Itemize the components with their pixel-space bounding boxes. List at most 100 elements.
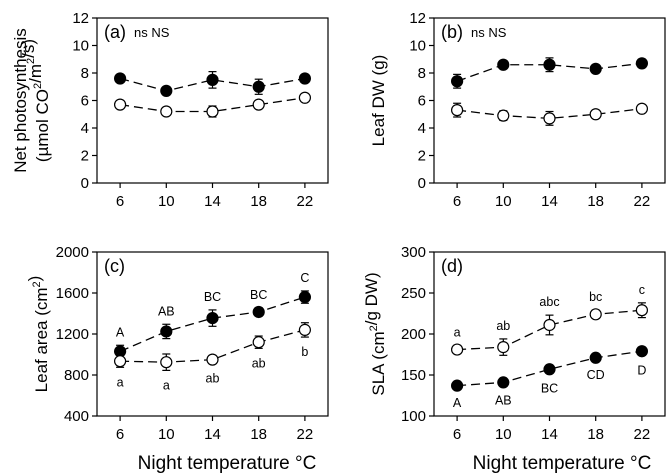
group-letter-label: ab xyxy=(206,372,220,386)
y-tick-label: 6 xyxy=(418,93,426,110)
x-tick-label: 22 xyxy=(297,426,314,443)
group-letter-label: b xyxy=(301,345,308,359)
panel-a: 0 2 4 6 8 10 12 6 10 14 18 22 Net photosynthesis (µmo… xyxy=(11,10,329,210)
filled-data-point xyxy=(252,305,265,319)
open-data-point xyxy=(497,109,510,122)
y-tick-label: 200 xyxy=(401,326,426,343)
plot-frame xyxy=(96,251,329,417)
x-tick-label: 18 xyxy=(250,426,267,443)
x-tick-label: 14 xyxy=(204,193,221,210)
group-letter-label: a xyxy=(163,378,170,392)
open-data-point xyxy=(543,112,556,125)
panel-label: (a) xyxy=(104,22,126,42)
y-tick-label: 8 xyxy=(418,65,426,82)
open-data-point xyxy=(635,102,649,115)
x-tick-label: 6 xyxy=(453,193,461,210)
x-axis-label-left: Night temperature °C xyxy=(138,453,317,473)
filled-series-line xyxy=(457,350,642,387)
y-tick-label: 800 xyxy=(64,367,89,384)
x-tick-label: 6 xyxy=(116,426,124,443)
filled-data-point xyxy=(298,291,311,304)
group-letter-label: D xyxy=(637,363,646,377)
x-tick-label: 14 xyxy=(204,426,221,443)
filled-data-point xyxy=(543,363,556,376)
filled-data-point xyxy=(589,62,602,75)
panel-d: 100 150 200 250 300 6 10 14 18 22 SLA (cm2/g DW) (d… xyxy=(362,244,666,443)
open-data-point xyxy=(298,323,311,336)
group-letter-label: BC xyxy=(541,381,558,395)
plot-frame xyxy=(96,17,329,184)
panel-b: 0 2 4 6 8 10 12 6 10 14 18 22 Leaf DW (g) (b) ns NS xyxy=(369,10,666,210)
group-letter-label: BC xyxy=(204,290,221,304)
group-letter-label: abc xyxy=(539,295,559,309)
x-tick-label: 6 xyxy=(116,193,124,210)
open-data-point xyxy=(451,104,464,117)
group-letter-label: ab xyxy=(496,319,510,333)
group-letter-label: C xyxy=(300,271,309,285)
group-letter-label: BC xyxy=(250,288,267,302)
y-axis-label: Net photosynthesis xyxy=(11,28,30,173)
open-data-point xyxy=(113,98,127,111)
group-letter-label: AB xyxy=(495,394,512,408)
x-tick-label: 22 xyxy=(297,193,314,210)
filled-data-point xyxy=(497,58,510,71)
x-tick-label: 10 xyxy=(158,426,175,443)
filled-data-point xyxy=(206,312,219,325)
y-tick-label: 8 xyxy=(81,65,89,82)
filled-data-point xyxy=(252,80,265,93)
open-data-point xyxy=(206,105,219,118)
group-letter-label: CD xyxy=(587,368,605,382)
y-tick-label: 2 xyxy=(81,148,89,165)
y-tick-label: 250 xyxy=(401,285,426,302)
filled-data-point xyxy=(298,72,311,85)
x-tick-label: 14 xyxy=(541,193,558,210)
y-tick-label: 300 xyxy=(401,244,426,261)
group-letter-label: a xyxy=(117,375,124,389)
open-series-line xyxy=(457,309,642,351)
x-tick-label: 22 xyxy=(634,426,651,443)
x-tick-label: 18 xyxy=(587,193,604,210)
filled-data-point xyxy=(160,84,173,97)
filled-data-point xyxy=(543,58,556,71)
y-tick-label: 150 xyxy=(401,367,426,384)
open-data-point xyxy=(252,98,265,111)
group-letter-label: A xyxy=(116,325,125,339)
open-data-point xyxy=(160,105,173,118)
y-tick-label: 4 xyxy=(418,120,426,137)
panel-label: (d) xyxy=(441,256,463,276)
y-tick-label: 400 xyxy=(64,408,89,425)
x-axis-label-right: Night temperature °C xyxy=(473,453,652,473)
panel-label: (c) xyxy=(104,256,125,276)
x-tick-label: 6 xyxy=(453,426,461,443)
y-tick-label: 6 xyxy=(81,93,89,110)
filled-data-point xyxy=(451,379,464,392)
group-letter-label: a xyxy=(454,325,461,339)
open-data-point xyxy=(589,308,602,321)
y-tick-label: 1200 xyxy=(56,326,89,343)
x-tick-label: 10 xyxy=(158,193,175,210)
group-letter-label: AB xyxy=(158,304,175,318)
group-letter-label: ab xyxy=(252,356,266,370)
x-tick-label: 10 xyxy=(495,193,512,210)
y-tick-label: 10 xyxy=(409,38,426,55)
group-letter-label: bc xyxy=(589,290,602,304)
open-data-point xyxy=(451,343,464,356)
y-tick-label: 2 xyxy=(418,148,426,165)
plot-frame xyxy=(433,17,666,184)
y-tick-label: 2000 xyxy=(56,244,89,261)
open-data-point xyxy=(160,356,173,369)
filled-series-line xyxy=(456,62,642,82)
y-tick-label: 12 xyxy=(72,10,89,27)
filled-data-point xyxy=(451,75,464,88)
y-tick-label: 4 xyxy=(81,120,89,137)
y-tick-label: 12 xyxy=(409,10,426,27)
significance-annotation: ns NS xyxy=(134,25,170,40)
y-tick-label: 0 xyxy=(81,175,89,192)
group-letter-label: c xyxy=(639,283,645,297)
filled-series-line xyxy=(119,77,306,92)
open-data-point xyxy=(589,108,602,121)
x-tick-label: 14 xyxy=(541,426,558,443)
panel-label: (b) xyxy=(441,22,463,42)
open-data-point xyxy=(113,355,127,368)
